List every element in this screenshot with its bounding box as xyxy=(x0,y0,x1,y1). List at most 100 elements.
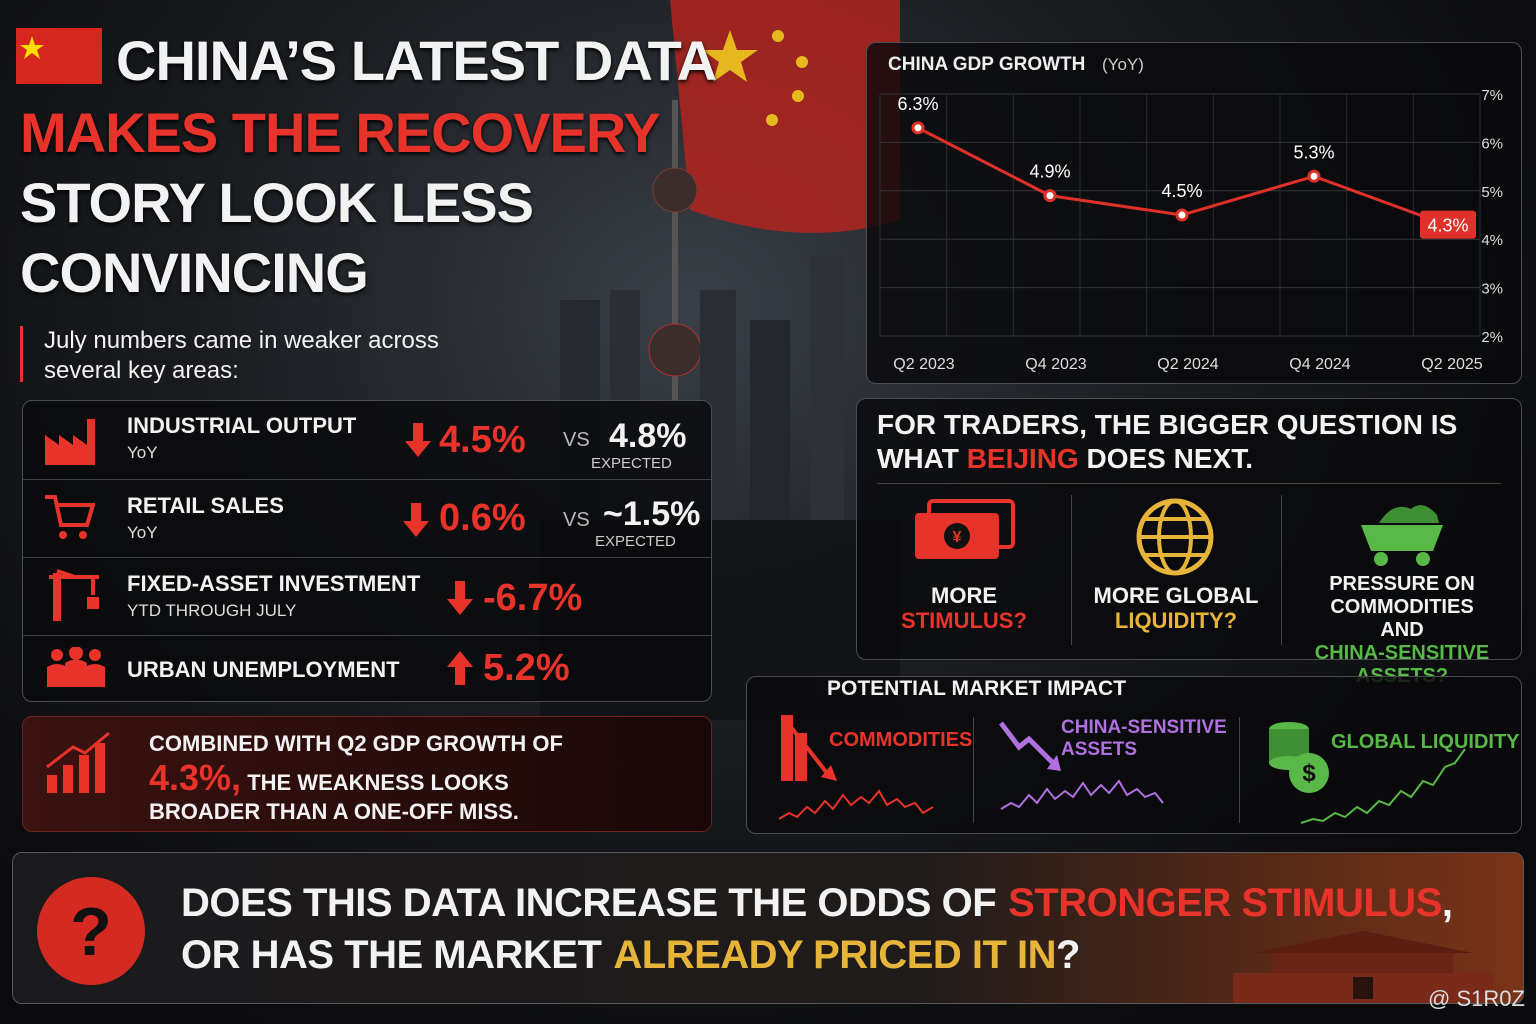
title-line: CHINA’S LATEST DATA xyxy=(116,29,717,92)
indicator-sub: YoY xyxy=(127,443,158,462)
traders-panel: FOR TRADERS, THE BIGGER QUESTION IS WHAT… xyxy=(856,398,1522,687)
up-arrow xyxy=(447,651,473,685)
flag-icon xyxy=(16,28,102,84)
data-label: 5.3% xyxy=(1293,142,1334,162)
y-tick-label: 4% xyxy=(1481,232,1503,249)
question-top: MORE xyxy=(931,583,997,608)
vs-label: VS xyxy=(563,429,590,451)
cart-icon xyxy=(45,495,95,539)
indicator-actual: -6.7% xyxy=(483,577,583,619)
accent-bar xyxy=(20,326,23,382)
indicator-expected: ~1.5% xyxy=(603,495,701,533)
question-top: MORE GLOBAL xyxy=(1093,583,1259,608)
people-icon xyxy=(47,647,105,687)
svg-text:¥: ¥ xyxy=(953,529,962,546)
summary-highlight: 4.3%, xyxy=(149,757,242,798)
indicator-row: INDUSTRIAL OUTPUT YoY 4.5% VS 4.8% EXPEC… xyxy=(23,401,711,480)
summary-line: BROADER THAN A ONE-OFF MISS. xyxy=(149,799,519,824)
watermark: @ S1R0Z xyxy=(1428,986,1525,1011)
china-assets-graphic xyxy=(999,721,1164,810)
factory-icon xyxy=(45,419,95,465)
data-point xyxy=(911,121,925,135)
gdp-chart: CHINA GDP GROWTH (YoY) 2% 3% 4% 5% 6% 7% Q2 20… xyxy=(879,54,1503,373)
data-point xyxy=(1043,189,1057,203)
indicator-sub: YTD THROUGH JULY xyxy=(127,601,297,620)
impact-item: CHINA-SENSITIVE ASSETS xyxy=(1061,717,1227,760)
svg-text:$: $ xyxy=(1302,760,1316,787)
indicator-name: RETAIL SALES xyxy=(127,493,284,518)
traders-highlight: BEIJING xyxy=(966,443,1079,474)
gate-silhouette xyxy=(1233,931,1493,1003)
question-bottom: STIMULUS? xyxy=(901,608,1027,633)
data-label: 4.9% xyxy=(1029,162,1070,182)
vs-label: VS xyxy=(563,509,590,531)
down-arrow xyxy=(447,581,473,615)
question-mark: ? xyxy=(70,894,112,970)
impact-panel: POTENTIAL MARKET IMPACT COMMODITIES CHIN… xyxy=(746,676,1522,834)
crane-icon xyxy=(49,569,99,621)
expected-label: EXPECTED xyxy=(595,533,676,550)
data-label: 4.3% xyxy=(1427,216,1468,236)
summary-line: THE WEAKNESS LOOKS xyxy=(247,770,509,795)
indicator-name: INDUSTRIAL OUTPUT xyxy=(127,413,357,438)
money-icon: ¥ xyxy=(915,499,1015,559)
title-line: STORY LOOK LESS xyxy=(20,171,534,234)
y-tick-label: 7% xyxy=(1481,87,1503,104)
footer-text: DOES THIS DATA INCREASE THE ODDS OF xyxy=(181,881,997,925)
question: MORE GLOBAL LIQUIDITY? xyxy=(1073,583,1279,633)
footer-line: DOES THIS DATA INCREASE THE ODDS OF STRON… xyxy=(181,881,1453,926)
summary-line: COMBINED WITH Q2 GDP GROWTH OF xyxy=(149,731,563,756)
growth-icon xyxy=(46,731,110,793)
indicator-sub: YoY xyxy=(127,523,158,542)
y-tick-label: 6% xyxy=(1481,135,1503,152)
traders-text: DOES NEXT. xyxy=(1086,443,1253,474)
cart-ore-icon xyxy=(1361,505,1443,566)
summary-panel: COMBINED WITH Q2 GDP GROWTH OF 4.3%, THE… xyxy=(22,716,712,832)
impact-item: COMMODITIES xyxy=(829,729,973,751)
indicator-row: RETAIL SALES YoY 0.6% VS ~1.5% EXPECTED xyxy=(23,479,711,558)
globe-icon xyxy=(1136,498,1214,576)
liquidity-graphic: $ xyxy=(1269,722,1466,824)
expected-label: EXPECTED xyxy=(591,455,672,472)
indicator-name: FIXED-ASSET INVESTMENT xyxy=(127,571,421,596)
label-box xyxy=(1420,210,1476,239)
footer-highlight: STRONGER STIMULUS xyxy=(1008,881,1442,925)
indicator-actual: 0.6% xyxy=(439,497,526,539)
footer-panel: ? DOES THIS DATA INCREASE THE ODDS OF STR… xyxy=(12,852,1524,1004)
down-arrow xyxy=(405,423,431,457)
indicator-name: URBAN UNEMPLOYMENT xyxy=(127,657,400,682)
chart-subtitle: (YoY) xyxy=(1102,55,1144,74)
question-icon: ? xyxy=(37,877,145,985)
data-point xyxy=(1175,208,1189,222)
indicator-row: URBAN UNEMPLOYMENT 5.2% xyxy=(23,635,711,701)
y-tick-label: 3% xyxy=(1481,281,1503,298)
footer-text: ? xyxy=(1056,933,1080,977)
x-tick-label: Q4 2023 xyxy=(1025,356,1086,373)
impact-title: POTENTIAL MARKET IMPACT xyxy=(817,677,1137,701)
footer-line: OR HAS THE MARKET ALREADY PRICED IT IN? xyxy=(181,933,1080,978)
traders-line: FOR TRADERS, THE BIGGER QUESTION IS xyxy=(877,409,1458,440)
x-tick-label: Q2 2023 xyxy=(893,356,954,373)
chart-title: CHINA GDP GROWTH xyxy=(888,54,1085,75)
footer-text: , xyxy=(1441,881,1453,925)
x-tick-label: Q2 2024 xyxy=(1157,356,1218,373)
x-tick-label: Q2 2025 xyxy=(1421,356,1482,373)
y-tick-label: 5% xyxy=(1481,184,1503,201)
down-arrow xyxy=(403,503,429,537)
title-line: CONVINCING xyxy=(20,241,369,304)
indicator-expected: 4.8% xyxy=(609,417,687,455)
intro: July numbers came in weaker across sever… xyxy=(44,327,439,384)
y-tick-label: 2% xyxy=(1481,329,1503,346)
x-tick-label: Q4 2024 xyxy=(1289,356,1350,373)
indicator-actual: 5.2% xyxy=(483,647,570,689)
traders-text: WHAT xyxy=(877,443,959,474)
data-label: 4.5% xyxy=(1161,181,1202,201)
data-point xyxy=(1307,169,1321,183)
indicators-panel: INDUSTRIAL OUTPUT YoY 4.5% VS 4.8% EXPEC… xyxy=(22,400,712,702)
commodities-graphic xyxy=(778,715,934,820)
footer-highlight: ALREADY PRICED IT IN xyxy=(613,933,1057,977)
indicator-row: FIXED-ASSET INVESTMENT YTD THROUGH JULY … xyxy=(23,557,711,636)
title-line: MAKES THE RECOVERY xyxy=(20,101,661,164)
data-label: 6.3% xyxy=(897,94,938,114)
